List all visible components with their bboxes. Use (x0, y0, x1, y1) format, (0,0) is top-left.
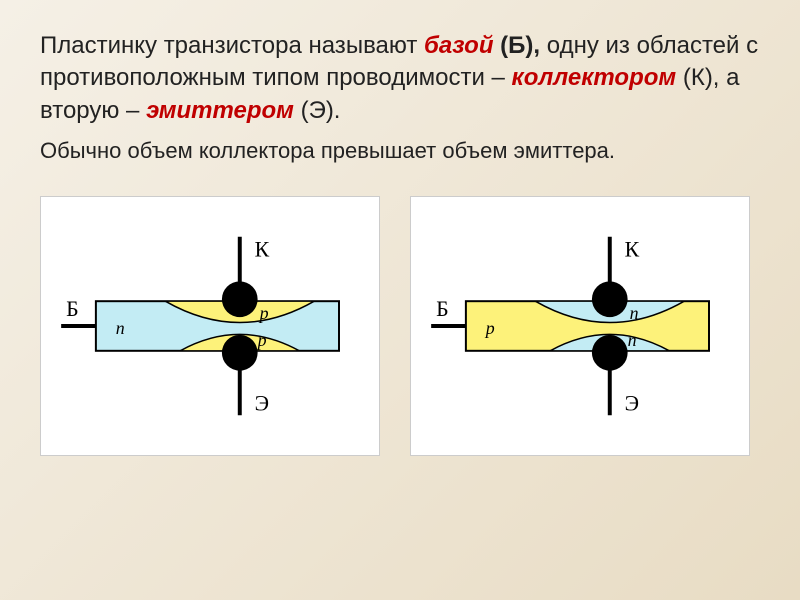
svg-right: К Э Б p n n (411, 197, 749, 455)
svg-left: К Э Б n p p (41, 197, 379, 455)
subtext: Обычно объем коллектора превышает объем … (40, 137, 760, 166)
t5: (Э). (294, 97, 341, 124)
label-p-base: p (484, 318, 495, 338)
circle-top (592, 281, 628, 317)
term-base: базой (424, 32, 493, 59)
main-text: Пластинку транзистора называют базой (Б)… (40, 30, 760, 127)
label-k: К (255, 237, 270, 261)
label-n-base: n (116, 318, 125, 338)
t2: (Б), (494, 32, 541, 59)
circle-bottom (592, 335, 628, 371)
diagrams-row: К Э Б n p p К (40, 196, 760, 456)
label-b: Б (436, 297, 449, 321)
t1: Пластинку транзистора называют (40, 32, 424, 59)
label-k: К (625, 237, 640, 261)
diagram-pnp: К Э Б n p p (40, 196, 380, 456)
label-n-bottom: n (628, 330, 637, 350)
circle-top (222, 281, 258, 317)
term-collector: коллектором (512, 64, 677, 91)
term-emitter: эмиттером (146, 97, 294, 124)
circle-bottom (222, 335, 258, 371)
label-e: Э (255, 391, 269, 415)
label-e: Э (625, 391, 639, 415)
label-n-top: n (630, 303, 639, 323)
label-b: Б (66, 297, 79, 321)
diagram-npn: К Э Б p n n (410, 196, 750, 456)
label-p-top: p (258, 303, 269, 323)
label-p-bottom: p (256, 330, 267, 350)
